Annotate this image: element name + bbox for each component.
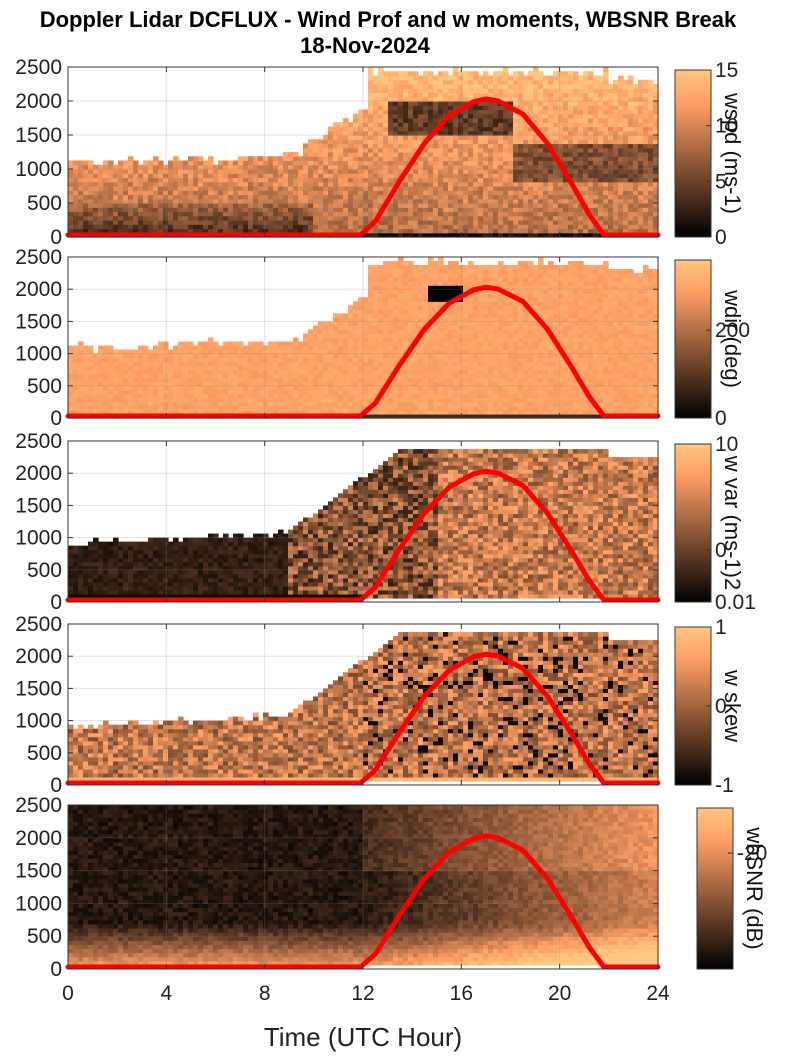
y-tick-label: 2000 [15, 645, 62, 668]
colorbar-gradient [675, 70, 711, 237]
colorbar-gradient [675, 444, 711, 602]
colorbar-tick-label: -1 [715, 774, 734, 797]
colorbar-label: wspd (ms-1) [720, 92, 745, 214]
y-tick-label: 0 [50, 958, 62, 981]
chart-title-line2: 18-Nov-2024 [300, 33, 430, 58]
x-tick-label: 24 [646, 982, 670, 1005]
chart-title-line1: Doppler Lidar DCFLUX - Wind Prof and w m… [40, 7, 737, 32]
y-tick-label: 1500 [15, 860, 62, 883]
y-tick-label: 1000 [15, 527, 62, 550]
y-tick-label: 2000 [15, 827, 62, 850]
colorbar-tick-label: 10 [715, 433, 738, 456]
colorbar-gradient [675, 260, 711, 418]
x-tick-label: 0 [62, 982, 74, 1005]
colorbar-label: w var (ms-1)2 [720, 455, 745, 590]
y-tick-label: 500 [27, 559, 62, 582]
y-tick-label: 1000 [15, 158, 62, 181]
y-tick-label: 2500 [15, 56, 62, 79]
colorbar-tick-label: 15 [715, 59, 738, 82]
colorbar-gradient [697, 808, 733, 969]
y-tick-label: 2000 [15, 90, 62, 113]
x-tick-label: 16 [450, 982, 473, 1005]
y-tick-label: 2500 [15, 430, 62, 453]
colorbar-gradient [675, 627, 711, 785]
y-tick-label: 500 [27, 742, 62, 765]
y-tick-label: 500 [27, 925, 62, 948]
y-tick-label: 1500 [15, 124, 62, 147]
y-tick-label: 2500 [15, 246, 62, 269]
colorbar-tick-label: 0 [715, 407, 727, 430]
y-tick-label: 1000 [15, 892, 62, 915]
y-tick-label: 0 [50, 591, 62, 614]
colorbar-tick-label: 1 [715, 616, 727, 639]
x-tick-label: 20 [548, 982, 571, 1005]
y-tick-label: 2500 [15, 794, 62, 817]
y-tick-label: 1500 [15, 310, 62, 333]
y-tick-label: 0 [50, 407, 62, 430]
y-tick-label: 500 [27, 375, 62, 398]
y-tick-label: 1500 [15, 677, 62, 700]
colorbar-label: w skew [720, 669, 745, 742]
x-axis-label: Time (UTC Hour) [264, 1022, 462, 1052]
y-tick-label: 2000 [15, 462, 62, 485]
colorbar-tick-label: 0.01 [715, 591, 756, 614]
y-tick-label: 1000 [15, 343, 62, 366]
x-tick-label: 8 [259, 982, 271, 1005]
colorbar-tick-label: 0 [715, 226, 727, 249]
x-tick-label: 4 [160, 982, 172, 1005]
colorbar-label: wdir (deg) [720, 289, 745, 388]
y-tick-label: 1000 [15, 710, 62, 733]
y-tick-label: 1500 [15, 494, 62, 517]
x-tick-label: 12 [351, 982, 374, 1005]
y-tick-label: 2500 [15, 613, 62, 636]
y-tick-label: 500 [27, 192, 62, 215]
y-tick-label: 2000 [15, 278, 62, 301]
colorbar-label: wbSNR (dB) [742, 826, 767, 949]
x-tick-labels: 0 4 8 12 16 20 24 [62, 982, 670, 1005]
